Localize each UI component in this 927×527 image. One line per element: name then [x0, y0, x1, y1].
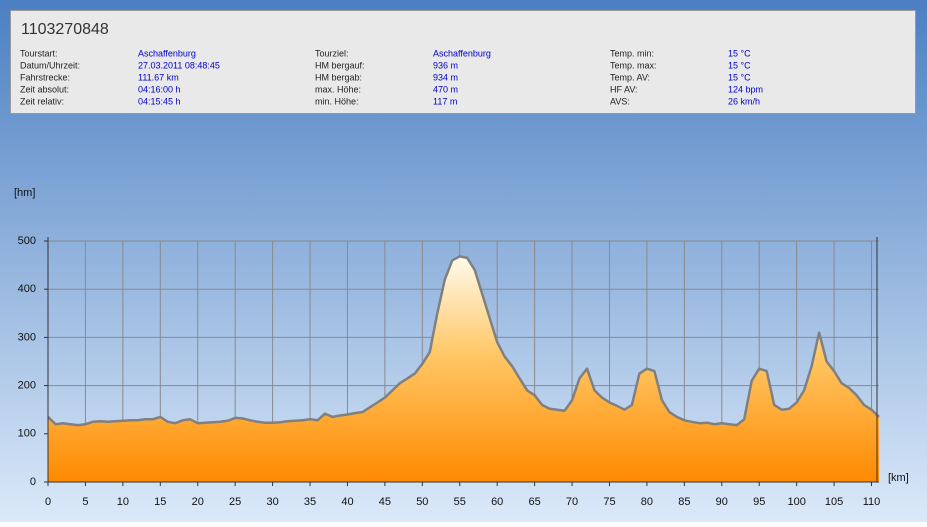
info-value: 15 °C: [728, 60, 751, 70]
x-tick-label: 45: [379, 496, 391, 508]
info-label: Temp. AV:: [610, 72, 650, 82]
x-tick-label: 0: [45, 496, 51, 508]
y-tick-label: 0: [30, 476, 36, 488]
info-value: 934 m: [433, 72, 458, 82]
info-label: Temp. min:: [610, 48, 654, 58]
info-panel: [10, 10, 916, 114]
info-label: HF AV:: [610, 84, 638, 94]
info-label: Tourstart:: [20, 48, 58, 58]
y-tick-label: 200: [18, 380, 36, 392]
info-value: 27.03.2011 08:48:45: [138, 60, 220, 70]
x-tick-label: 20: [192, 496, 204, 508]
tour-title: 1103270848: [21, 21, 109, 38]
info-value: 26 km/h: [728, 96, 760, 106]
y-tick-label: 400: [18, 283, 36, 295]
info-label: Zeit absolut:: [20, 84, 69, 94]
info-value: 15 °C: [728, 72, 751, 82]
info-label: Tourziel:: [315, 48, 349, 58]
elevation-line: [47, 255, 880, 427]
y-tick-label: 100: [18, 428, 36, 440]
info-value: 111.67 km: [138, 72, 179, 82]
x-tick-label: 10: [117, 496, 129, 508]
info-label: HM bergauf:: [315, 60, 365, 70]
info-value: Aschaffenburg: [433, 48, 491, 58]
x-tick-label: 40: [341, 496, 353, 508]
info-label: Zeit relativ:: [20, 96, 64, 106]
x-tick-label: 70: [566, 496, 578, 508]
x-tick-label: 80: [641, 496, 653, 508]
x-tick-label: 75: [603, 496, 615, 508]
info-value: 04:16:00 h: [138, 84, 181, 94]
x-tick-label: 30: [266, 496, 278, 508]
x-tick-label: 95: [753, 496, 765, 508]
info-label: Temp. max:: [610, 60, 657, 70]
x-tick-label: 90: [716, 496, 728, 508]
info-label: AVS:: [610, 96, 630, 106]
x-tick-label: 15: [154, 496, 166, 508]
info-label: HM bergab:: [315, 72, 362, 82]
info-label: min. Höhe:: [315, 96, 359, 106]
x-tick-label: 85: [678, 496, 690, 508]
y-axis-label: [hm]: [14, 187, 35, 199]
y-tick-label: 300: [18, 331, 36, 343]
x-tick-label: 50: [416, 496, 428, 508]
info-value: 15 °C: [728, 48, 751, 58]
x-tick-label: 35: [304, 496, 316, 508]
area-fill: [48, 256, 879, 482]
info-value: 04:15:45 h: [138, 96, 181, 106]
x-tick-label: 65: [528, 496, 540, 508]
info-value: 117 m: [433, 96, 457, 106]
info-value: 124 bpm: [728, 84, 763, 94]
x-tick-label: 5: [82, 496, 88, 508]
info-label: Fahrstrecke:: [20, 72, 70, 82]
x-tick-label: 100: [787, 496, 805, 508]
info-value: Aschaffenburg: [138, 48, 196, 58]
x-tick-label: 25: [229, 496, 241, 508]
info-value: 936 m: [433, 60, 458, 70]
x-tick-label: 60: [491, 496, 503, 508]
x-tick-label: 105: [825, 496, 843, 508]
x-tick-label: 55: [454, 496, 466, 508]
info-label: max. Höhe:: [315, 84, 361, 94]
y-tick-label: 500: [18, 235, 36, 247]
info-value: 470 m: [433, 84, 458, 94]
x-axis-label: [km]: [888, 472, 909, 484]
info-label: Datum/Uhrzeit:: [20, 60, 80, 70]
x-tick-label: 110: [863, 496, 881, 508]
